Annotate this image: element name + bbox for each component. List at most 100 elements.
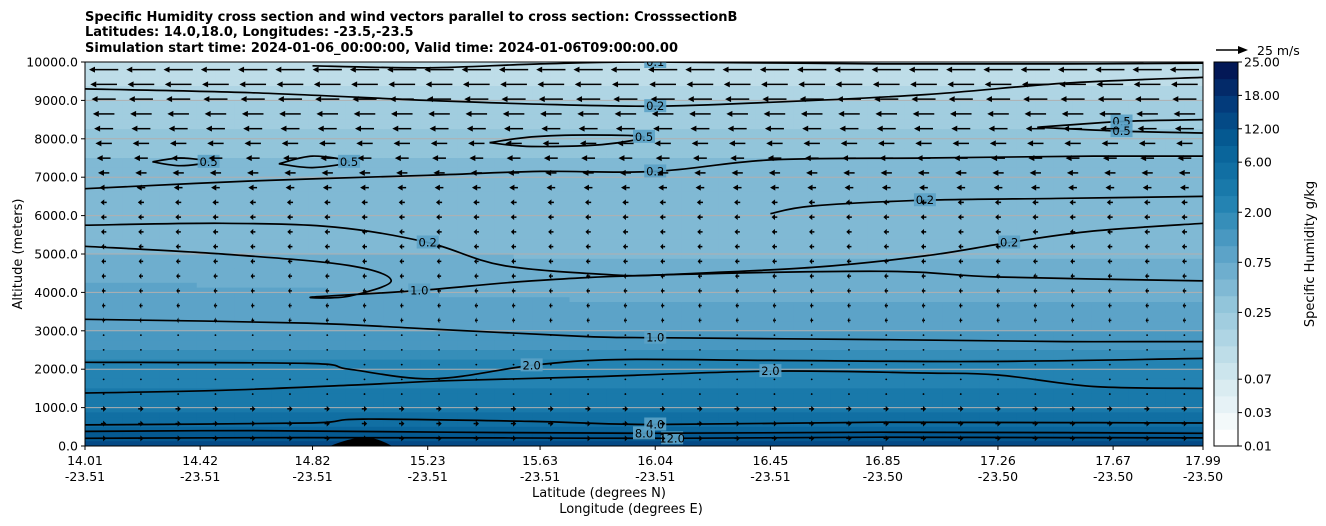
humidity-cell (140, 326, 161, 332)
humidity-cell (737, 417, 757, 423)
humidity-cell (1053, 321, 1074, 327)
humidity-cell (1165, 134, 1185, 140)
humidity-cell (830, 196, 850, 202)
humidity-cell (979, 215, 999, 221)
humidity-cell (1184, 422, 1203, 428)
humidity-cell (252, 124, 272, 130)
humidity-cell (904, 215, 925, 221)
wind-vector (214, 334, 217, 337)
humidity-cell (513, 129, 533, 135)
humidity-cell (998, 86, 1018, 92)
humidity-cell (830, 124, 850, 130)
wind-vector (175, 258, 181, 265)
humidity-cell (234, 134, 254, 140)
humidity-cell (830, 302, 850, 308)
humidity-cell (364, 138, 384, 145)
humidity-cell (196, 306, 217, 313)
humidity-cell (308, 225, 328, 231)
humidity-cell (383, 321, 403, 327)
humidity-cell (494, 436, 515, 442)
humidity-cell (103, 282, 123, 289)
humidity-cell (1184, 71, 1203, 77)
humidity-cell (569, 369, 589, 375)
humidity-cell (178, 196, 198, 202)
humidity-cell (327, 393, 347, 399)
wind-vector (213, 258, 218, 265)
humidity-cell (1109, 100, 1130, 106)
humidity-cell (85, 124, 105, 130)
humidity-cell (1165, 369, 1185, 375)
humidity-cell (122, 330, 142, 337)
humidity-cell (755, 378, 776, 385)
humidity-cell (308, 431, 328, 437)
humidity-cell (793, 90, 813, 97)
humidity-cell (886, 119, 906, 125)
humidity-cell (681, 330, 701, 337)
humidity-cell (1072, 225, 1092, 231)
humidity-cell (699, 177, 720, 183)
humidity-cell (774, 220, 794, 226)
humidity-cell (755, 412, 776, 418)
humidity-cell (718, 254, 738, 260)
humidity-cell (1035, 287, 1055, 293)
humidity-cell (345, 244, 366, 250)
humidity-cell (289, 321, 310, 327)
humidity-cell (867, 374, 887, 380)
humidity-cell (122, 369, 142, 375)
humidity-cell (1035, 162, 1055, 169)
humidity-cell (364, 239, 384, 245)
humidity-cell (998, 278, 1018, 284)
humidity-cell (439, 177, 459, 183)
humidity-cell (457, 239, 477, 245)
humidity-cell (588, 153, 608, 159)
humidity-cell (420, 254, 440, 260)
humidity-cell (308, 335, 328, 341)
humidity-cell (718, 374, 738, 380)
humidity-cell (103, 186, 123, 193)
humidity-cell (811, 249, 831, 255)
humidity-cell (401, 364, 421, 370)
humidity-cell (420, 210, 440, 217)
humidity-cell (1072, 292, 1092, 298)
humidity-cell (420, 422, 440, 428)
humidity-cell (1184, 335, 1203, 341)
humidity-cell (588, 441, 608, 446)
humidity-cell (699, 148, 720, 154)
wind-vector (140, 363, 142, 366)
humidity-cell (85, 326, 105, 332)
humidity-cell (681, 100, 701, 106)
humidity-cell (960, 177, 980, 183)
humidity-cell (606, 383, 626, 389)
humidity-cell (904, 302, 925, 308)
humidity-cell (774, 282, 794, 289)
humidity-cell (1147, 417, 1167, 423)
humidity-cell (1109, 244, 1130, 250)
humidity-cell (345, 210, 366, 217)
humidity-cell (942, 426, 962, 433)
humidity-cell (793, 167, 813, 173)
humidity-cell (327, 143, 347, 149)
humidity-cell (979, 138, 999, 145)
humidity-cell (904, 350, 925, 356)
humidity-cell (252, 153, 272, 159)
humidity-cell (439, 239, 459, 245)
humidity-cell (569, 249, 589, 255)
humidity-cell (1016, 393, 1036, 399)
humidity-cell (979, 378, 999, 385)
humidity-cell (662, 158, 682, 164)
humidity-cell (1109, 239, 1130, 245)
humidity-cell (625, 359, 645, 365)
humidity-cell (85, 191, 105, 197)
humidity-cell (1072, 201, 1092, 207)
humidity-cell (737, 225, 757, 231)
humidity-cell (1147, 158, 1167, 164)
humidity-cell (122, 340, 142, 346)
humidity-cell (998, 191, 1018, 197)
humidity-cell (1053, 138, 1074, 145)
humidity-cell (420, 215, 440, 221)
humidity-cell (681, 306, 701, 313)
humidity-cell (1072, 105, 1092, 111)
humidity-cell (345, 388, 366, 394)
humidity-cell (1147, 311, 1167, 317)
humidity-cell (811, 158, 831, 164)
